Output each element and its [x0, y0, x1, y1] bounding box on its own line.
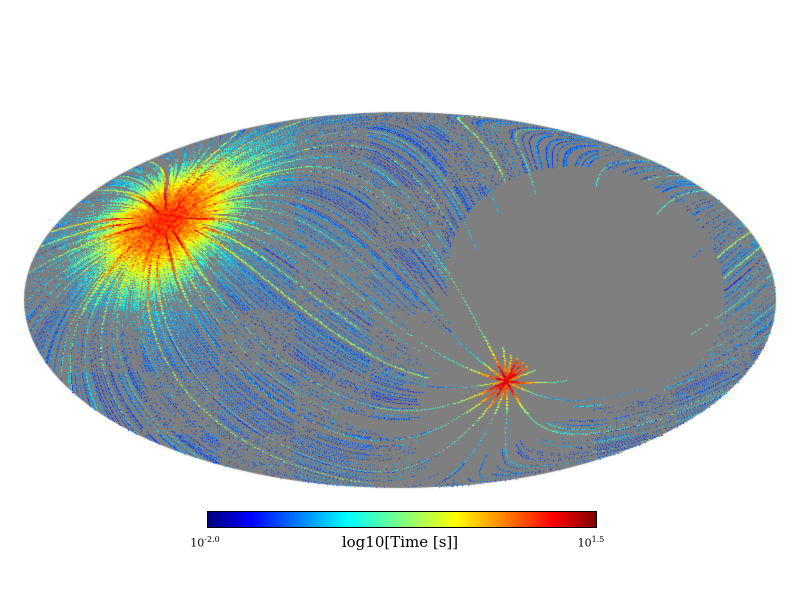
colorbar-tick-min: 10-2.0 — [176, 535, 234, 550]
colorbar-tick-min-exp: -2.0 — [204, 535, 220, 544]
colorbar-tick-min-base: 10 — [190, 536, 205, 550]
colorbar-tick-max-base: 10 — [577, 536, 592, 550]
colorbar — [207, 511, 597, 528]
colorbar-label: log10[Time [s]] — [341, 533, 459, 551]
colorbar-tick-max-exp: 1.5 — [591, 535, 605, 544]
colorbar-tick-max: 101.5 — [562, 535, 620, 550]
